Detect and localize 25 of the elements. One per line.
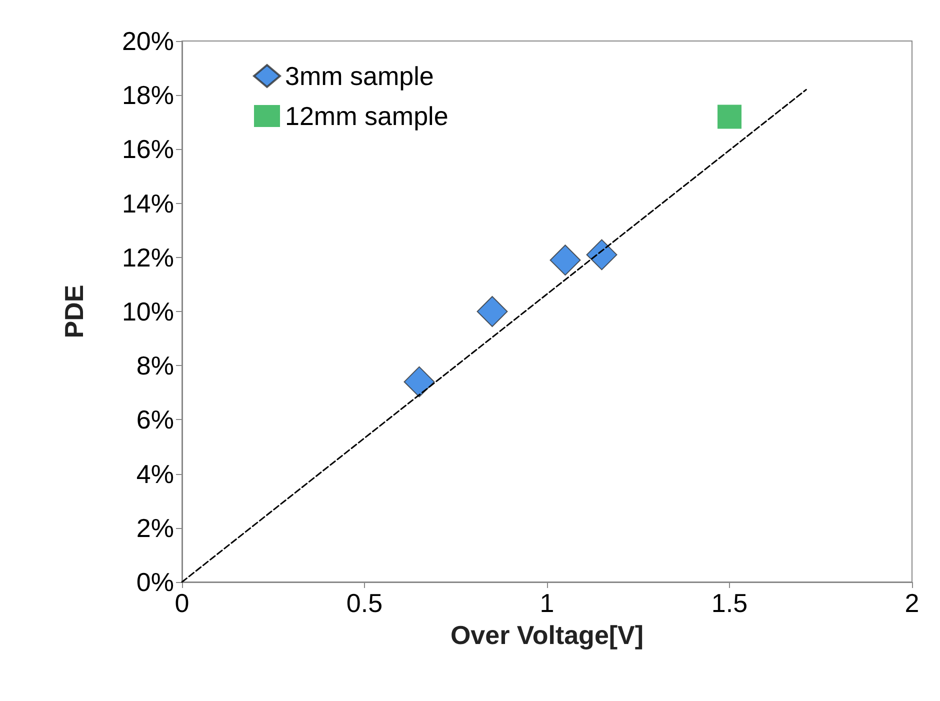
point <box>586 239 618 270</box>
x-tick-label: 0 <box>174 588 190 618</box>
y-tick-label: 0% <box>136 567 174 597</box>
y-tick-label: 16% <box>122 134 174 164</box>
legend-label: 12mm sample <box>285 101 448 131</box>
point <box>718 104 742 129</box>
point <box>404 366 435 398</box>
y-axis-title: PDE <box>59 284 89 338</box>
point <box>550 244 581 276</box>
y-tick-label: 14% <box>122 188 174 218</box>
y-tick-label: 10% <box>122 296 174 326</box>
x-tick-label: 1 <box>540 588 554 618</box>
y-tick-label: 4% <box>136 458 174 489</box>
legend-label: 3mm sample <box>285 61 434 91</box>
x-tick-label: 0.5 <box>346 588 383 618</box>
y-tick-label: 18% <box>122 80 174 110</box>
y-tick-label: 20% <box>122 26 174 56</box>
x-tick-label: 2 <box>904 588 920 618</box>
y-tick-label: 8% <box>136 350 174 381</box>
x-axis-title: Over Voltage[V] <box>450 620 644 650</box>
point <box>476 296 508 327</box>
y-tick-label: 2% <box>136 512 174 543</box>
y-tick-label: 6% <box>136 404 174 435</box>
x-tick-label: 1.5 <box>711 588 748 618</box>
y-tick-label: 12% <box>122 242 174 272</box>
